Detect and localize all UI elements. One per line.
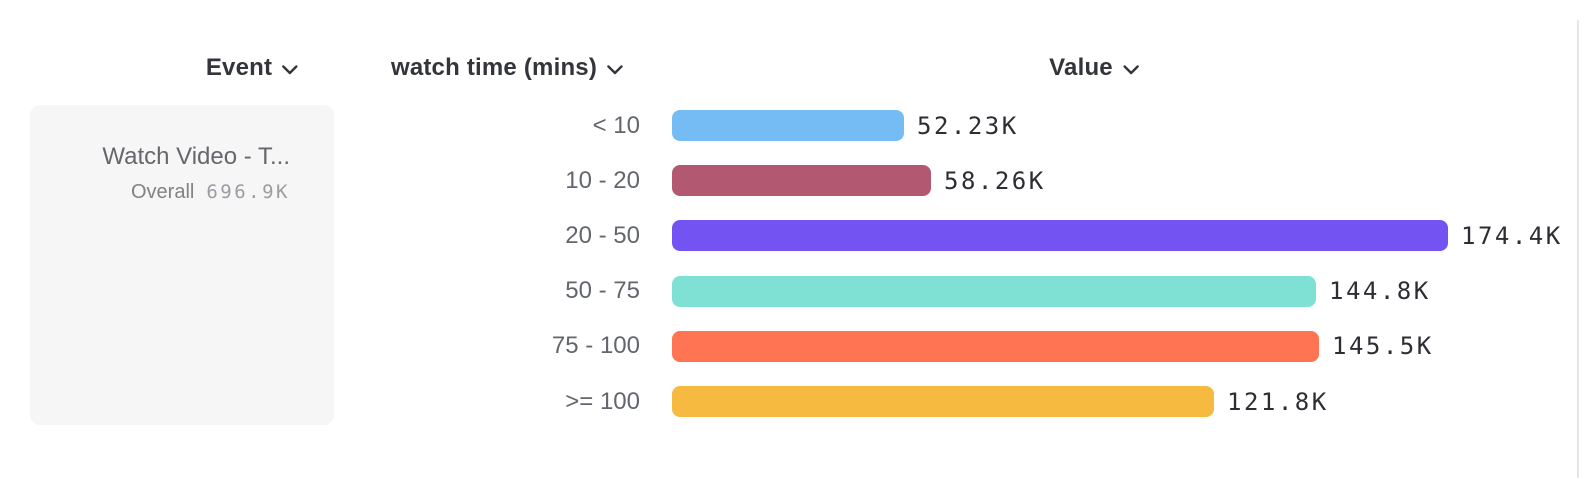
- bar-category-label: 20 - 50: [565, 221, 640, 249]
- bar-category-label: 50 - 75: [565, 277, 640, 305]
- chevron-down-icon: [282, 62, 298, 75]
- column-header-event[interactable]: Event: [206, 52, 298, 84]
- event-name: Watch Video - T...: [102, 143, 290, 170]
- chevron-down-icon: [1123, 62, 1139, 75]
- overall-value: 696.9K: [206, 181, 290, 203]
- event-overall: Overall 696.9K: [30, 179, 290, 205]
- bar[interactable]: [672, 110, 904, 142]
- column-header-value[interactable]: Value: [1049, 52, 1139, 84]
- bar[interactable]: [672, 386, 1214, 418]
- bar[interactable]: [672, 220, 1448, 252]
- chart-row: 75 - 100 145.5K: [420, 319, 1560, 374]
- bar[interactable]: [672, 330, 1319, 362]
- bar-category-label: >= 100: [565, 387, 640, 415]
- pane-divider: [1577, 20, 1579, 478]
- chart-row: 10 - 20 58.26K: [420, 153, 1560, 208]
- bar-value: 174.4K: [1461, 221, 1563, 250]
- bar-category-label: 10 - 20: [565, 166, 640, 194]
- bar-value: 145.5K: [1332, 332, 1434, 361]
- bar-value: 58.26K: [944, 166, 1046, 195]
- bar-value: 52.23K: [917, 111, 1019, 140]
- column-header-breakdown[interactable]: watch time (mins): [391, 52, 623, 84]
- bar[interactable]: [672, 165, 931, 197]
- event-header-label: Event: [205, 54, 273, 81]
- bar-category-label: 75 - 100: [551, 332, 640, 360]
- bar-value: 144.8K: [1329, 277, 1431, 306]
- chevron-down-icon: [607, 62, 623, 75]
- chart-row: 50 - 75 144.8K: [420, 264, 1560, 319]
- bar-chart: < 10 52.23K 10 - 20 58.26K 20 - 50 174.4K 50 -…: [420, 98, 1560, 429]
- breakdown-header-label: watch time (mins): [390, 54, 598, 81]
- chart-row: < 10 52.23K: [420, 98, 1560, 153]
- chart-row: 20 - 50 174.4K: [420, 208, 1560, 263]
- bar[interactable]: [672, 275, 1316, 307]
- value-header-label: Value: [1049, 54, 1113, 81]
- chart-row: >= 100 121.8K: [420, 374, 1560, 429]
- overall-label: Overall: [131, 181, 195, 203]
- event-card[interactable]: Watch Video - T... Overall 696.9K: [30, 105, 334, 425]
- bar-category-label: < 10: [592, 111, 640, 139]
- bar-value: 121.8K: [1227, 387, 1329, 416]
